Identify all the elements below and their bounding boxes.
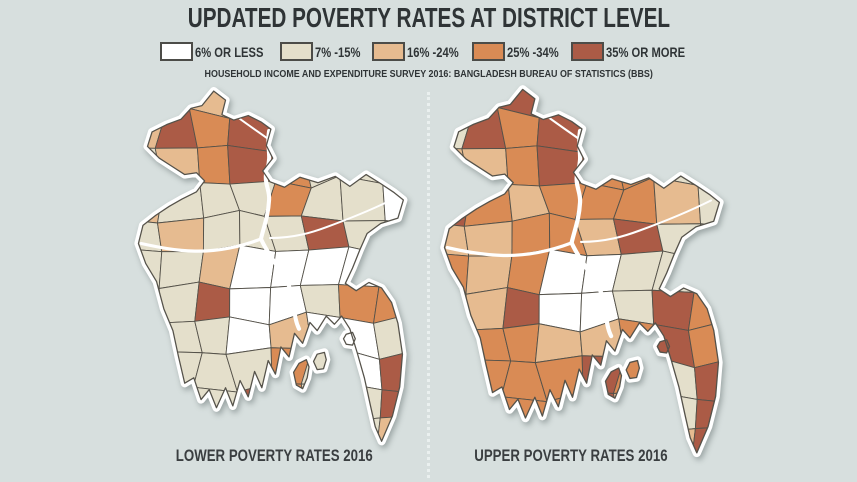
district-cell <box>265 91 313 119</box>
legend-item-35-or-more: 35% OR MORE <box>571 42 697 61</box>
district-cell <box>154 147 201 189</box>
legend-swatch-brick <box>571 42 605 61</box>
district-cell <box>651 289 695 331</box>
choropleth-map-upper <box>440 85 724 458</box>
district-cell <box>338 114 386 149</box>
district-cell <box>152 386 194 427</box>
district-cell <box>444 189 471 227</box>
legend-swatch-tan <box>372 42 406 61</box>
district-cell <box>511 212 551 257</box>
district-cell <box>691 108 720 156</box>
river-line <box>269 197 397 240</box>
district-cell <box>138 384 167 427</box>
legend-item-25-34: 25% -34% <box>471 42 564 61</box>
district-cell <box>138 187 164 224</box>
legend-label: 7% -15% <box>315 43 361 60</box>
legend-label: 16% -24% <box>407 43 459 60</box>
country-outline <box>443 88 721 454</box>
dotted-divider <box>427 92 430 478</box>
district-cell <box>651 89 702 120</box>
district-cell <box>138 315 163 358</box>
map-lower-poverty: LOWER POVERTY RATES 2016 <box>124 82 424 465</box>
district-cell <box>307 91 347 119</box>
page-title-text: UPDATED POVERTY RATES AT DISTRICT LEVEL <box>187 2 670 33</box>
legend-item-6-or-less: 6% OR LESS <box>159 42 273 61</box>
district-cell <box>651 114 701 150</box>
legend-item-16-24: 16% -24% <box>372 42 464 61</box>
source-note: HOUSEHOLD INCOME AND EXPENDITURE SURVEY … <box>0 68 857 80</box>
district-cell <box>202 209 241 252</box>
district-cell <box>444 359 474 399</box>
page-title: UPDATED POVERTY RATES AT DISTRICT LEVEL <box>0 2 857 34</box>
country-outline <box>137 90 405 442</box>
choropleth-map-lower <box>134 86 408 446</box>
river-line <box>445 241 574 258</box>
legend-item-7-15: 7% -15% <box>280 42 364 61</box>
district-cell <box>378 248 404 288</box>
district-cell <box>691 145 720 186</box>
district-cell <box>461 147 509 191</box>
district-cell <box>138 91 166 118</box>
legend-label: 25% -34% <box>506 43 559 60</box>
district-cell <box>376 109 404 156</box>
river-line <box>139 237 263 253</box>
district-cell <box>576 89 625 118</box>
district-cell <box>376 145 404 184</box>
legend-label: 6% OR LESS <box>194 43 264 60</box>
district-cell <box>194 281 231 322</box>
district-cell <box>620 89 661 118</box>
district-cell <box>699 89 720 120</box>
district-cell <box>302 114 346 152</box>
district-cell <box>444 394 474 438</box>
river-line <box>579 199 712 243</box>
river-line <box>258 236 302 331</box>
district-cell <box>613 391 661 440</box>
source-note-text: HOUSEHOLD INCOME AND EXPENDITURE SURVEY … <box>204 68 653 80</box>
district-cell <box>300 381 347 429</box>
legend-swatch-white <box>159 42 193 61</box>
district-cell <box>693 252 720 293</box>
legend-swatch-beige <box>280 42 314 61</box>
district-cell <box>459 396 502 438</box>
district-cell <box>444 322 470 366</box>
caption-lower: LOWER POVERTY RATES 2016 <box>175 446 373 465</box>
district-cell <box>614 114 660 153</box>
legend-label: 35% OR MORE <box>606 43 686 60</box>
district-cell <box>502 287 540 329</box>
caption-upper: UPPER POVERTY RATES 2016 <box>474 446 668 465</box>
district-cell <box>338 91 387 121</box>
legend-swatch-orange <box>471 42 505 61</box>
map-upper-poverty: UPPER POVERTY RATES 2016 <box>430 80 738 466</box>
river-line <box>569 240 614 339</box>
district-cell <box>384 91 404 121</box>
district-cell <box>138 351 167 389</box>
legend: 6% OR LESS 7% -15% 16% -24% 25% -34% 35%… <box>0 42 857 61</box>
district-cell <box>338 284 380 324</box>
district-cell <box>444 89 473 117</box>
